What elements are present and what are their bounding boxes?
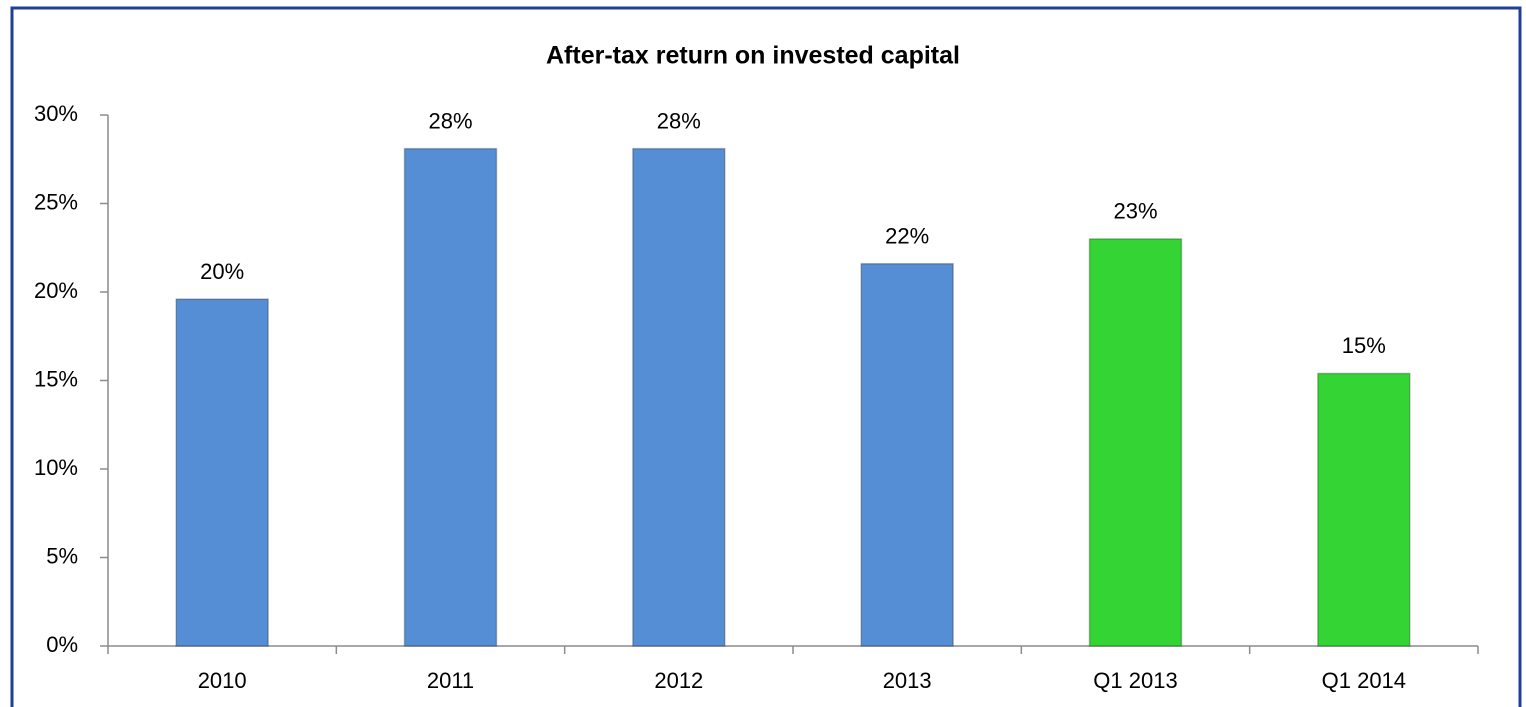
value-label: 22% — [885, 223, 929, 248]
y-tick-label: 10% — [34, 455, 78, 480]
frame — [10, 6, 1522, 707]
bar — [632, 147, 726, 647]
x-tick-label: Q1 2013 — [1093, 668, 1177, 693]
value-label: 20% — [200, 259, 244, 284]
bar — [860, 262, 954, 647]
y-tick-label: 15% — [34, 366, 78, 391]
value-label: 28% — [657, 108, 701, 133]
x-tick-label: 2013 — [883, 668, 932, 693]
value-label: 28% — [428, 108, 472, 133]
bar — [1088, 238, 1183, 647]
x-tick-label: 2010 — [198, 668, 247, 693]
x-tick-label: Q1 2014 — [1322, 668, 1406, 693]
y-tick-label: 0% — [46, 632, 78, 657]
bar — [1317, 372, 1411, 647]
bar — [403, 147, 498, 647]
bar — [175, 298, 269, 647]
y-tick-label: 20% — [34, 278, 78, 303]
x-tick-label: 2011 — [427, 668, 474, 693]
x-tick-label: 2012 — [654, 668, 703, 693]
value-label: 23% — [1113, 199, 1157, 224]
y-tick-label: 30% — [34, 101, 78, 126]
y-tick-label: 5% — [46, 543, 78, 568]
y-tick-label: 25% — [34, 189, 78, 214]
value-label: 15% — [1342, 333, 1386, 358]
chart-title: After-tax return on invested capital — [546, 42, 960, 70]
